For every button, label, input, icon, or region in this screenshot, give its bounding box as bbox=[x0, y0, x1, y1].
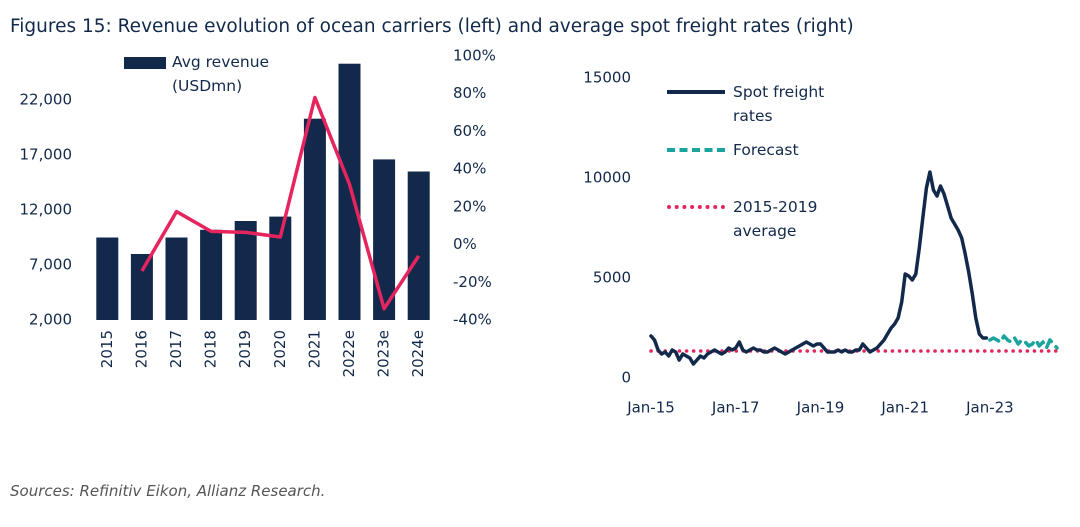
x-tick-label: Jan-15 bbox=[626, 399, 675, 417]
bar bbox=[338, 63, 361, 320]
y-tick-label: 15000 bbox=[583, 69, 631, 87]
x-tick-label: 2020 bbox=[271, 330, 289, 368]
x-tick-label: 2022e bbox=[340, 330, 358, 377]
x-tick-label: Jan-17 bbox=[711, 399, 760, 417]
x-tick-label: 2019 bbox=[236, 330, 254, 368]
y-tick-label: 10000 bbox=[583, 169, 631, 187]
legend-label: Avg revenue (USDmn) bbox=[172, 53, 270, 95]
y2-tick-label: -20% bbox=[453, 273, 492, 291]
x-tick-label: Jan-19 bbox=[796, 399, 845, 417]
bar bbox=[200, 229, 223, 320]
legend-swatch bbox=[667, 90, 725, 94]
y-tick-label: 17,000 bbox=[20, 146, 73, 164]
x-tick-label: 2018 bbox=[202, 330, 220, 368]
y2-tick-label: 100% bbox=[453, 47, 496, 65]
x-tick-label: Jan-23 bbox=[965, 399, 1014, 417]
y2-tick-label: 60% bbox=[453, 122, 486, 140]
legend-label: Forecast bbox=[733, 141, 799, 159]
bar bbox=[269, 216, 292, 320]
y-tick-label: 22,000 bbox=[20, 91, 73, 109]
line bbox=[649, 170, 989, 366]
title: Figures 15: Revenue evolution of ocean c… bbox=[10, 16, 854, 37]
x-tick-label: 2015 bbox=[98, 330, 116, 368]
legend-label: 2015-2019 average bbox=[733, 198, 818, 240]
source: Sources: Refinitiv Eikon, Allianz Resear… bbox=[10, 482, 326, 500]
x-tick-label: 2021 bbox=[305, 330, 323, 368]
y-tick-label: 5000 bbox=[593, 269, 631, 287]
y2-tick-label: -40% bbox=[453, 311, 492, 329]
legend-label: Spot freight rates bbox=[733, 83, 825, 125]
bar bbox=[234, 221, 257, 320]
y2-tick-label: 80% bbox=[453, 84, 486, 102]
line bbox=[988, 334, 1059, 350]
x-tick-label: 2024e bbox=[409, 330, 427, 377]
y2-tick-label: 20% bbox=[453, 197, 486, 215]
x-tick-label: 2017 bbox=[167, 330, 185, 368]
bar bbox=[130, 254, 153, 320]
bar bbox=[407, 171, 430, 320]
bar bbox=[373, 159, 396, 320]
bar bbox=[165, 237, 188, 320]
bar bbox=[96, 237, 119, 320]
x-tick-label: Jan-21 bbox=[880, 399, 929, 417]
legend-swatch bbox=[667, 148, 725, 152]
x-tick-label: 2016 bbox=[132, 330, 150, 368]
x-tick-label: 2023e bbox=[375, 330, 393, 377]
y-tick-label: 12,000 bbox=[20, 201, 73, 219]
legend-swatch bbox=[667, 205, 725, 209]
y-tick-label: 7,000 bbox=[29, 256, 72, 274]
bar bbox=[303, 118, 326, 320]
y2-tick-label: 0% bbox=[453, 235, 477, 253]
y2-tick-label: 40% bbox=[453, 160, 486, 178]
y-tick-label: 0 bbox=[621, 369, 631, 387]
legend-swatch bbox=[124, 57, 166, 69]
line bbox=[140, 95, 421, 311]
y-tick-label: 2,000 bbox=[29, 311, 72, 329]
